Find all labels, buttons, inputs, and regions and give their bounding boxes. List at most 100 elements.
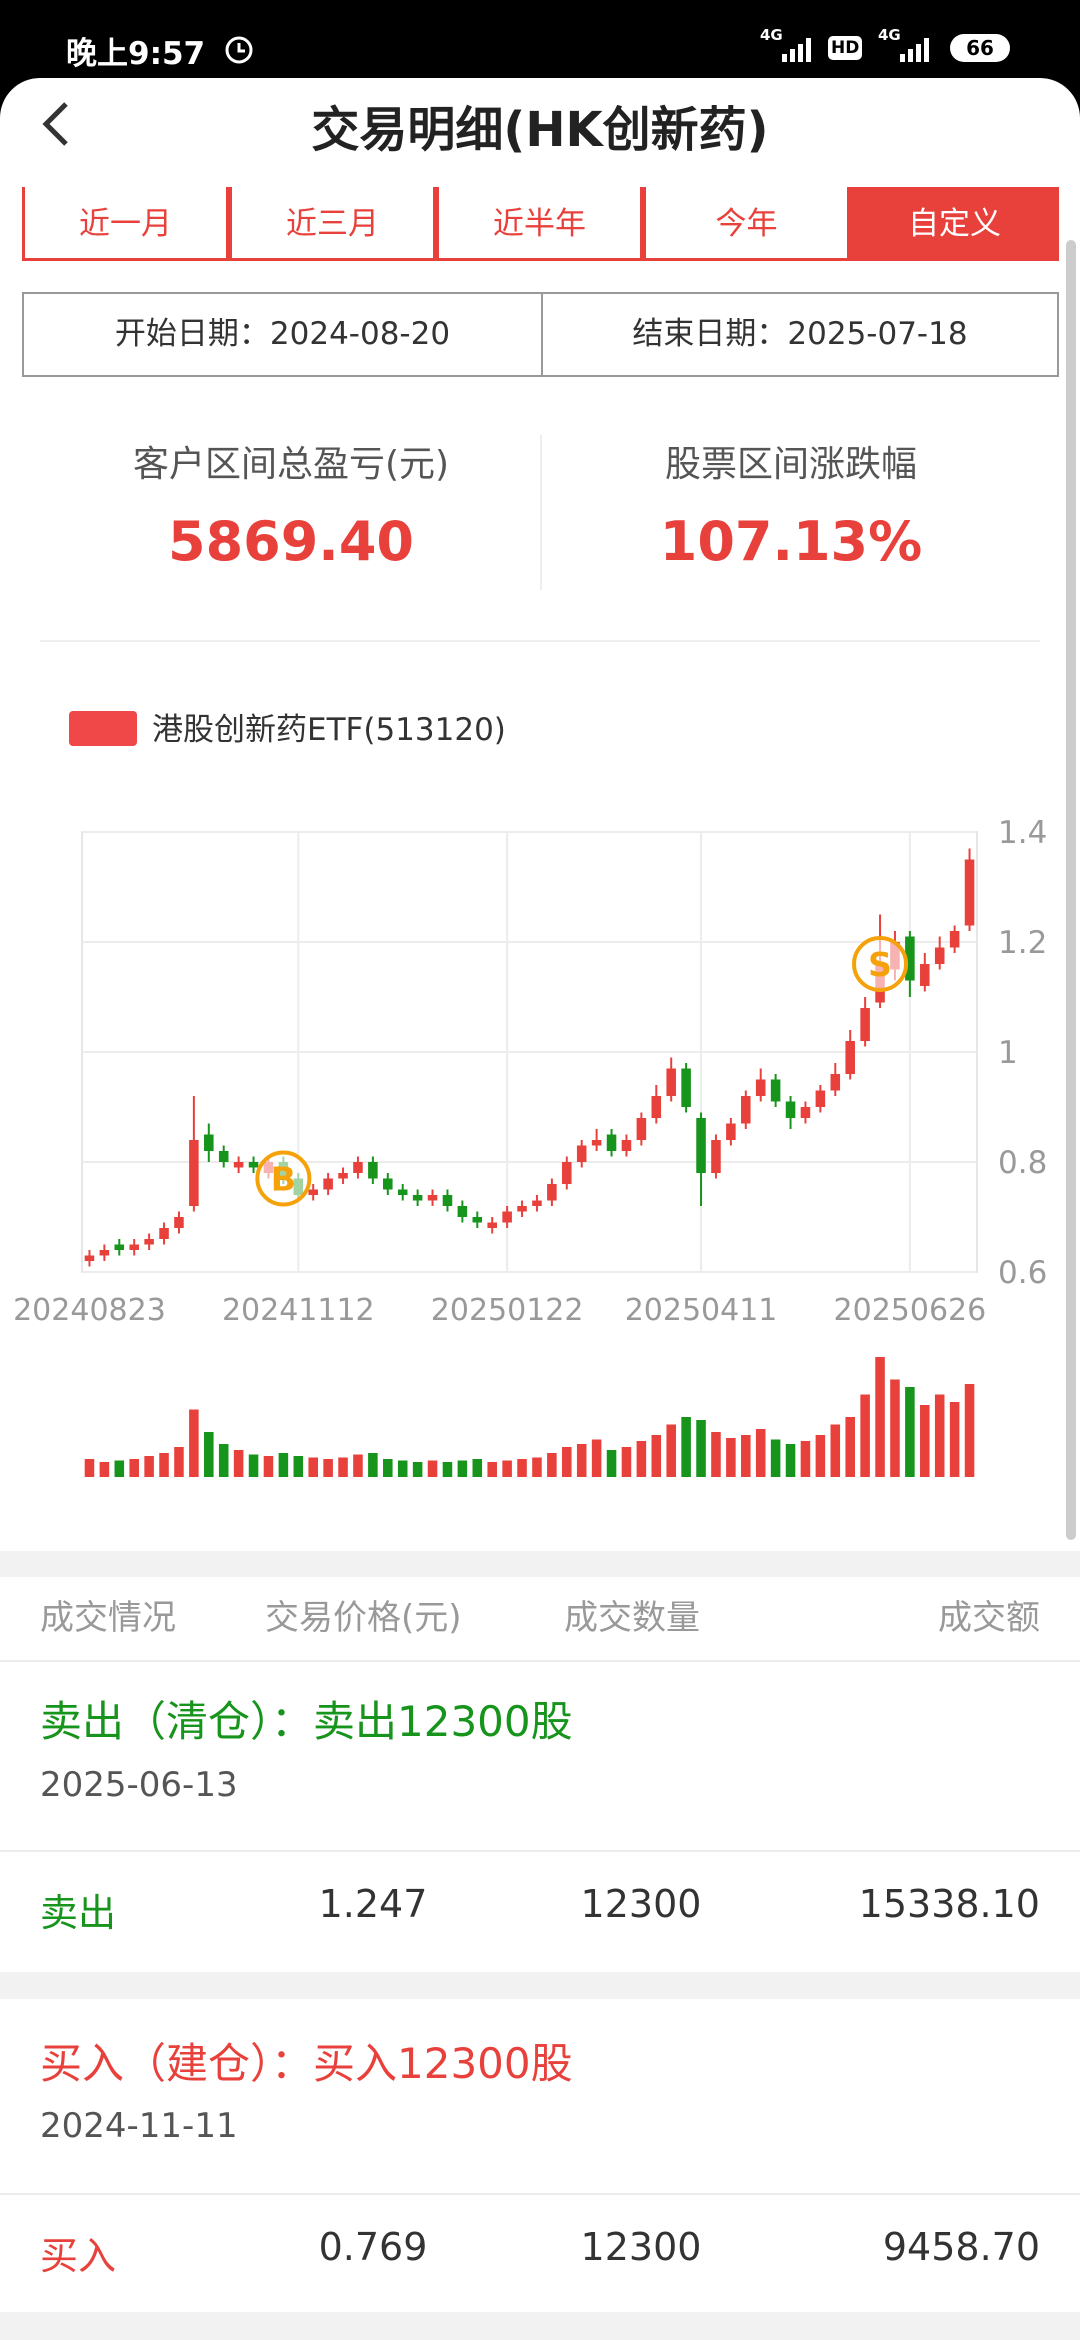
tab-active[interactable]: 自定义 — [850, 187, 1059, 261]
volume-bar — [711, 1432, 721, 1477]
volume-bar — [576, 1444, 587, 1477]
volume-bar — [770, 1439, 781, 1477]
signal-marker — [255, 1150, 312, 1207]
x-tick-label: 20250122 — [431, 1293, 584, 1328]
candle-body — [636, 1118, 647, 1140]
candle-body — [562, 1162, 572, 1184]
trade-date: 2025-06-13 — [40, 1765, 238, 1805]
volume-bar — [129, 1459, 139, 1477]
y-tick-label: 0.6 — [998, 1255, 1047, 1291]
column-header: 成交额 — [938, 1598, 1040, 1638]
volume-bar — [353, 1454, 363, 1477]
network-label: 4G — [760, 26, 783, 44]
legend-swatch — [69, 711, 137, 746]
volume-bar — [517, 1459, 527, 1477]
candle-body — [726, 1123, 736, 1140]
volume-bar — [800, 1441, 811, 1477]
candle-body — [755, 1079, 766, 1096]
candle-body — [905, 936, 915, 981]
column-header: 成交情况 — [40, 1598, 176, 1638]
x-tick-label: 20250411 — [625, 1293, 778, 1328]
tab[interactable]: 近三月 — [229, 187, 436, 261]
candle-body — [800, 1107, 811, 1118]
battery: 66 — [950, 34, 1010, 62]
end-label: 结束日期： — [632, 316, 788, 352]
divider — [0, 1850, 1080, 1852]
trade-side: 买入 — [40, 2234, 117, 2278]
candle-body — [591, 1140, 602, 1146]
candle-body — [576, 1145, 587, 1162]
volume-bar — [383, 1459, 393, 1477]
volume-bar — [84, 1459, 95, 1477]
volume-bar — [964, 1384, 975, 1477]
tab[interactable]: 今年 — [643, 187, 850, 261]
volume-bar — [233, 1450, 244, 1477]
tab[interactable]: 近半年 — [436, 187, 643, 261]
candle-body — [308, 1189, 318, 1195]
candle-body — [547, 1184, 557, 1201]
signal-label: B — [271, 1160, 296, 1199]
date-range-box: 开始日期：2024-08-20 结束日期：2025-07-18 — [22, 292, 1059, 377]
volume-bar — [144, 1456, 154, 1477]
network-label: 4G — [878, 26, 901, 44]
candle-body — [397, 1189, 408, 1195]
volume-bar — [442, 1462, 453, 1477]
volume-bar — [920, 1405, 930, 1477]
tab[interactable]: 近一月 — [22, 187, 229, 261]
candle-body — [487, 1222, 497, 1228]
back-button[interactable] — [36, 100, 76, 148]
signal-icon — [900, 38, 929, 62]
signal-marker — [852, 936, 909, 992]
divider — [0, 2193, 1080, 2195]
status-bar: 晚上9:57 4G HD 4G 66 — [0, 0, 1080, 80]
candle-body — [218, 1151, 229, 1162]
trade-title: 买入（建仓）：买入12300股 — [40, 2039, 573, 2088]
volume-bar — [472, 1459, 483, 1477]
volume-bar — [218, 1444, 229, 1477]
volume-bar — [308, 1457, 318, 1477]
separator — [0, 1972, 1080, 1999]
signal-icon — [782, 38, 811, 62]
volume-bar — [502, 1460, 512, 1477]
volume-bar — [905, 1387, 915, 1477]
candle-body — [785, 1101, 796, 1118]
volume-bar — [696, 1420, 706, 1477]
candle-body — [189, 1140, 199, 1206]
x-tick-label: 20241112 — [222, 1293, 375, 1328]
volume-bar — [845, 1417, 855, 1477]
candle-body — [502, 1211, 512, 1223]
volume-bar — [681, 1417, 691, 1477]
volume-bar — [755, 1429, 766, 1477]
volume-bar — [934, 1394, 945, 1477]
summary-label: 客户区间总盈亏(元) — [132, 444, 450, 485]
y-tick-label: 0.8 — [998, 1145, 1047, 1181]
candle-body — [949, 931, 960, 948]
candle-body — [323, 1178, 333, 1190]
volume-bar — [606, 1450, 617, 1477]
x-tick-label: 20240823 — [13, 1293, 166, 1328]
volume-bar — [591, 1439, 602, 1477]
end-date[interactable]: 结束日期：2025-07-18 — [543, 294, 1057, 375]
volume-bar — [293, 1456, 304, 1477]
trade-price: 1.247 — [318, 1882, 428, 1926]
separator — [0, 2312, 1080, 2340]
volume-bar — [890, 1379, 900, 1477]
volume-bar — [487, 1462, 497, 1477]
start-date[interactable]: 开始日期：2024-08-20 — [24, 294, 541, 375]
candle-body — [457, 1206, 468, 1217]
candle-body — [353, 1162, 363, 1173]
candle-body — [770, 1079, 781, 1102]
volume-bar — [457, 1460, 468, 1477]
volume-bar — [621, 1447, 632, 1477]
candle-body — [964, 859, 975, 926]
volume-bar — [666, 1424, 676, 1477]
candle-body — [681, 1068, 691, 1107]
candle-body — [427, 1195, 438, 1201]
candle-body — [174, 1217, 184, 1228]
volume-bar — [114, 1460, 125, 1477]
summary-value: 5869.40 — [168, 510, 414, 573]
volume-bar — [263, 1456, 274, 1477]
candle-body — [517, 1206, 527, 1212]
volume-bar — [427, 1460, 438, 1477]
